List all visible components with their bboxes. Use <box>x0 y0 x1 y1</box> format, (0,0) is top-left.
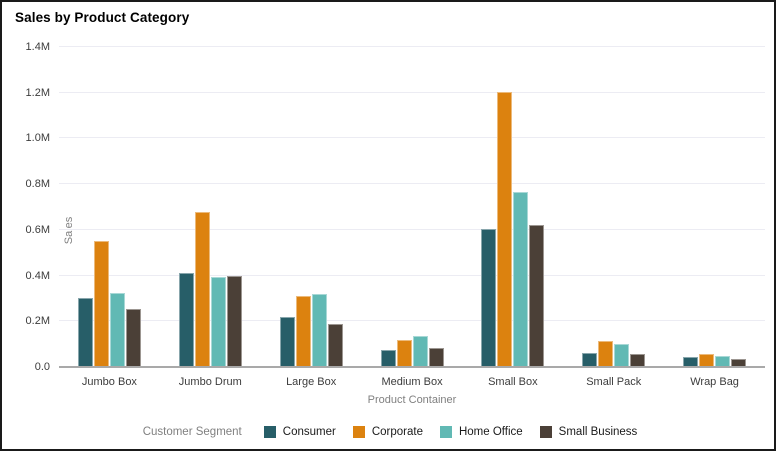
legend-swatch-icon <box>352 426 365 438</box>
x-axis-tick-label: Jumbo Box <box>81 376 137 388</box>
y-axis-tick-label: 1.2M <box>25 86 50 99</box>
x-axis-title: Product Container <box>367 394 457 406</box>
bar-consumer[interactable] <box>380 349 396 367</box>
y-axis-tick-label: 1.4M <box>25 41 50 53</box>
legend-swatch-icon <box>263 426 276 438</box>
legend-label: Consumer <box>282 426 336 438</box>
y-axis-tick-label: 0.2M <box>25 315 50 328</box>
x-axis-tick-labels: Jumbo Box Jumbo Drum Large Box Medium Box Sm… <box>59 376 765 388</box>
bar-small-business[interactable] <box>226 275 242 367</box>
bar-small-business[interactable] <box>327 323 343 367</box>
bar-home-office[interactable] <box>109 292 125 367</box>
legend-item-consumer[interactable]: Consumer <box>263 426 336 438</box>
bar-corporate[interactable] <box>699 354 715 367</box>
x-axis-tick-label: Small Box <box>488 376 538 388</box>
x-axis-line <box>59 366 765 368</box>
y-gridline <box>59 320 765 322</box>
bar-home-office[interactable] <box>614 344 630 367</box>
y-gridline <box>59 91 765 93</box>
bar-corporate[interactable] <box>295 296 311 367</box>
bar-home-office[interactable] <box>715 355 731 367</box>
legend-label: Small Business <box>558 426 638 438</box>
legend-item-corporate[interactable]: Corporate <box>352 426 423 438</box>
bar-small-business[interactable] <box>428 347 444 367</box>
x-axis-tick-label: Medium Box <box>381 376 443 388</box>
bar-group-jumbo-box <box>59 47 160 367</box>
bar-group-large-box <box>261 47 362 367</box>
bar-small-business[interactable] <box>529 225 545 367</box>
bar-group-wrap-bag <box>664 47 765 367</box>
bar-small-business[interactable] <box>125 308 141 367</box>
x-axis-tick-label: Jumbo Drum <box>178 376 242 388</box>
bar-corporate[interactable] <box>598 340 614 367</box>
bar-groups <box>59 47 765 367</box>
y-gridline <box>59 183 765 185</box>
legend-swatch-icon <box>539 426 552 438</box>
bar-home-office[interactable] <box>412 336 428 367</box>
x-axis-tick-label: Wrap Bag <box>690 376 739 388</box>
y-gridline <box>59 228 765 230</box>
bar-consumer[interactable] <box>178 273 194 367</box>
y-axis-tick-label: 0.6M <box>25 223 50 236</box>
legend-item-home-office[interactable]: Home Office <box>439 426 523 438</box>
bar-consumer[interactable] <box>77 298 93 367</box>
bar-group-small-box <box>462 47 563 367</box>
bar-home-office[interactable] <box>210 276 226 367</box>
bar-consumer[interactable] <box>279 316 295 367</box>
y-axis-tick-label: 0.4M <box>25 269 50 282</box>
bar-consumer[interactable] <box>683 356 699 367</box>
legend-items: Consumer Corporate Home Office Small Busine… <box>263 426 638 438</box>
y-gridline <box>59 46 765 47</box>
plot-area: Sales 0.0 0.2M 0.4M 0.6M 0.8M 1.0M 1.2M 1.4M <box>26 41 765 373</box>
chart-title: Sales by Product Category <box>15 10 190 25</box>
y-gridline <box>59 137 765 139</box>
legend: Customer Segment Consumer Corporate Home O… <box>2 426 774 438</box>
legend-swatch-icon <box>439 426 452 438</box>
bar-home-office[interactable] <box>311 293 327 367</box>
bar-corporate[interactable] <box>93 241 109 367</box>
bar-group-small-pack <box>563 47 664 367</box>
bar-small-business[interactable] <box>630 354 646 367</box>
y-gridline <box>59 274 765 276</box>
bar-corporate[interactable] <box>497 91 513 367</box>
y-axis-tick-label: 0.0 <box>34 361 50 373</box>
bar-group-medium-box <box>362 47 463 367</box>
bar-group-jumbo-drum <box>160 47 261 367</box>
bar-home-office[interactable] <box>513 192 529 367</box>
x-axis-tick-label: Large Box <box>286 376 337 388</box>
y-axis-tick-label: 1.0M <box>25 132 50 145</box>
bar-consumer[interactable] <box>481 228 497 367</box>
legend-label: Home Office <box>458 426 523 438</box>
bar-small-business[interactable] <box>731 359 747 367</box>
bar-consumer[interactable] <box>582 353 598 367</box>
legend-label: Corporate <box>371 426 423 438</box>
bar-corporate[interactable] <box>396 339 412 367</box>
y-axis-tick-label: 0.8M <box>25 178 50 191</box>
legend-item-small-business[interactable]: Small Business <box>539 426 638 438</box>
legend-title: Customer Segment <box>142 426 242 438</box>
x-axis-tick-label: Small Pack <box>586 376 642 388</box>
bar-corporate[interactable] <box>194 211 210 367</box>
